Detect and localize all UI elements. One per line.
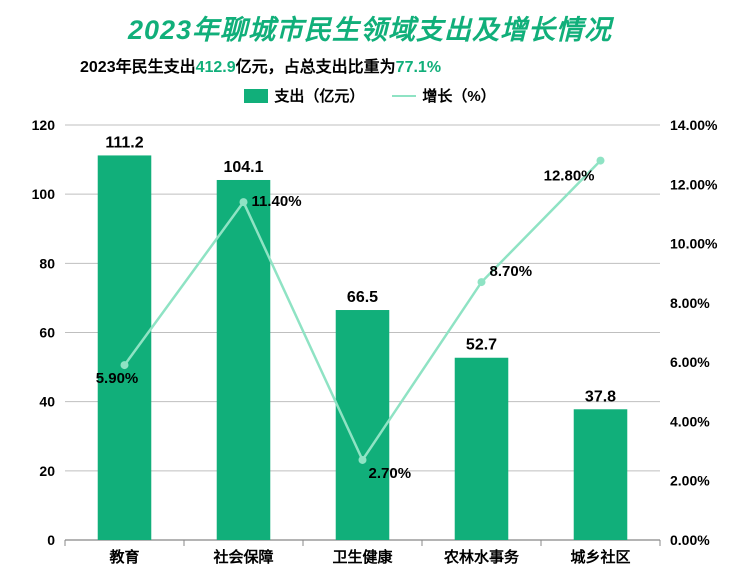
growth-node <box>478 278 486 286</box>
subtitle-mid: 亿元，占总支出比重为 <box>236 59 396 76</box>
y-left-tick: 100 <box>32 186 56 202</box>
bar <box>574 409 628 540</box>
category-label: 城乡社区 <box>570 548 630 566</box>
subtitle-value1: 412.9 <box>196 59 236 76</box>
growth-value-label: 12.80% <box>544 168 595 185</box>
growth-node <box>359 456 367 464</box>
legend-line: 增长（%） <box>392 85 495 106</box>
bar-value-label: 104.1 <box>223 159 263 176</box>
bar <box>98 155 152 540</box>
growth-node <box>121 361 129 369</box>
bar <box>336 310 390 540</box>
chart-area: 0 20 40 60 80 100 120 0.00% 2.00% 4.00% 6.00% 8.00%… <box>0 110 740 583</box>
bar <box>217 180 271 540</box>
chart-title: 2023年聊城市民生领域支出及增长情况 <box>0 0 740 47</box>
legend: 支出（亿元） 增长（%） <box>0 85 740 106</box>
legend-bar: 支出（亿元） <box>244 85 364 106</box>
growth-value-label: 5.90% <box>96 370 139 387</box>
legend-line-label: 增长（%） <box>422 85 495 106</box>
bar-value-label: 66.5 <box>347 289 378 306</box>
y-right-tick: 6.00% <box>670 354 710 370</box>
legend-bar-label: 支出（亿元） <box>274 85 364 106</box>
growth-node <box>597 157 605 165</box>
chart-subtitle: 2023年民生支出412.9亿元，占总支出比重为77.1% <box>0 53 740 77</box>
y-right-tick: 0.00% <box>670 532 710 548</box>
y-right-tick: 14.00% <box>670 117 718 133</box>
chart-svg: 0 20 40 60 80 100 120 0.00% 2.00% 4.00% 6.00% 8.00%… <box>0 110 740 583</box>
bar <box>455 358 509 540</box>
category-label: 农林水事务 <box>443 548 520 566</box>
bar-value-label: 111.2 <box>105 134 143 151</box>
subtitle-prefix: 2023年民生支出 <box>80 59 196 76</box>
growth-node <box>240 198 248 206</box>
growth-value-label: 11.40% <box>252 193 302 210</box>
y-right-tick: 4.00% <box>670 413 710 429</box>
category-label: 卫生健康 <box>332 548 393 566</box>
subtitle-value2: 77.1% <box>396 59 441 76</box>
y-right-tick: 10.00% <box>670 236 718 252</box>
category-label: 教育 <box>108 548 139 566</box>
legend-line-swatch <box>392 95 416 97</box>
y-right-tick: 8.00% <box>670 295 710 311</box>
bar-value-label: 37.8 <box>585 388 616 405</box>
y-left-tick: 80 <box>39 255 55 271</box>
y-left-tick: 120 <box>32 117 56 133</box>
category-label: 社会保障 <box>212 548 273 566</box>
y-left-tick: 20 <box>39 463 55 479</box>
y-left-tick: 0 <box>47 532 55 548</box>
legend-bar-swatch <box>244 89 268 103</box>
growth-value-label: 8.70% <box>490 263 533 280</box>
growth-value-label: 2.70% <box>369 465 412 482</box>
y-left-tick: 40 <box>39 394 55 410</box>
y-right-tick: 12.00% <box>670 176 718 192</box>
y-left-tick: 60 <box>39 325 55 341</box>
bar-value-label: 52.7 <box>466 337 497 354</box>
y-right-tick: 2.00% <box>670 473 710 489</box>
